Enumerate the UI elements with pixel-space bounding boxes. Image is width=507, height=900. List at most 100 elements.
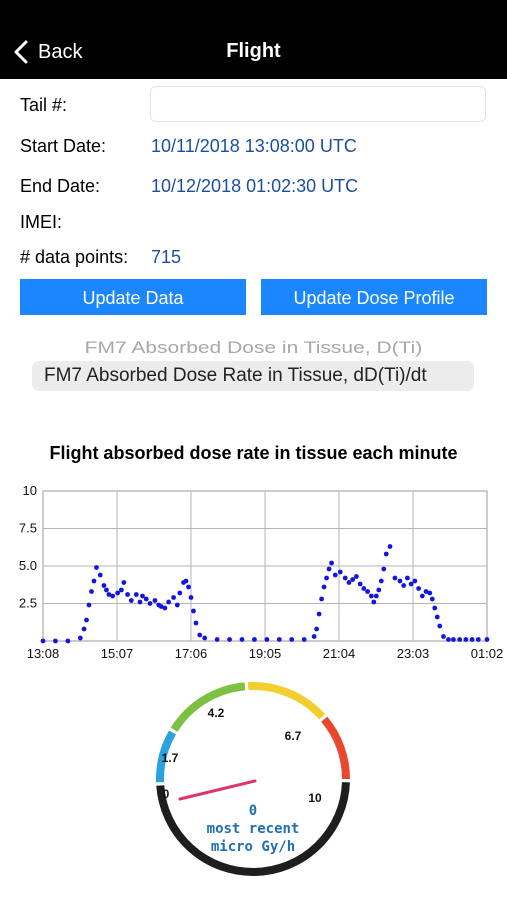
- gauge-needle: [178, 779, 257, 801]
- data-point: [84, 617, 89, 623]
- data-point: [137, 599, 143, 605]
- data-point: [361, 586, 367, 591]
- update-dose-profile-button[interactable]: Update Dose Profile: [261, 279, 487, 315]
- picker-option-absorbed-dose[interactable]: FM7 Absorbed Dose in Tissue, D(Ti): [84, 338, 423, 357]
- data-point: [441, 634, 446, 639]
- data-point: [401, 583, 407, 588]
- picker-selected-row[interactable]: FM7 Absorbed Dose Rate in Tissue, dD(Ti)…: [32, 361, 474, 391]
- data-point: [419, 593, 425, 599]
- data-point: [166, 599, 172, 605]
- data-point: [40, 638, 46, 644]
- data-point: [191, 608, 196, 614]
- gauge-segment-red: [321, 716, 350, 780]
- data-point: [86, 602, 92, 608]
- data-point: [373, 593, 379, 599]
- data-point: [89, 589, 94, 594]
- gauge-caption-line1: most recent: [207, 821, 300, 837]
- dose-rate-chart: 13:08 15:07 17:06 19:05 21:04 23:03 01:02 2.5 5.…: [19, 483, 504, 661]
- gauge-segment-yellow: [247, 682, 326, 720]
- data-point: [186, 584, 191, 590]
- gauge-segment-blue: [156, 730, 176, 783]
- data-point: [397, 578, 403, 584]
- data-point: [387, 544, 393, 549]
- data-point: [346, 580, 352, 585]
- y-tick-label: 7.5: [19, 521, 37, 536]
- x-tick-label: 15:07: [101, 646, 134, 661]
- gauge-label: 6.7: [285, 729, 302, 743]
- data-point: [227, 637, 232, 642]
- data-point: [143, 596, 149, 602]
- data-point: [81, 626, 87, 632]
- chevron-left-icon: [14, 40, 28, 64]
- y-tick-label: 5.0: [19, 558, 37, 573]
- gauge-label: 4.2: [208, 706, 225, 720]
- data-point: [174, 602, 180, 608]
- data-point: [193, 620, 199, 626]
- data-point: [162, 605, 168, 611]
- data-point: [289, 637, 295, 642]
- data-point: [326, 566, 332, 572]
- tail-number-input[interactable]: [150, 86, 486, 122]
- data-point: [133, 592, 139, 597]
- gauge-segment-black: [156, 782, 350, 876]
- data-point: [329, 560, 334, 566]
- data-point: [77, 635, 83, 641]
- start-date-value: 10/11/2018 13:08:00 UTC: [151, 136, 357, 156]
- dose-rate-gauge: 0 1.7 4.2 6.7 10 0 most recent micro Gy/h: [156, 682, 350, 876]
- data-points-label: # data points:: [20, 247, 129, 267]
- data-point: [101, 583, 107, 588]
- data-point: [332, 572, 338, 578]
- data-point: [239, 637, 245, 642]
- data-point: [171, 595, 176, 600]
- data-points-value: 715: [151, 247, 182, 267]
- data-point: [65, 638, 71, 644]
- data-point: [252, 637, 257, 642]
- data-point: [53, 638, 58, 644]
- gauge-label: 1.7: [162, 751, 179, 765]
- navigation-bar: Back Flight: [0, 0, 507, 79]
- start-date-label: Start Date:: [20, 136, 107, 156]
- data-point: [264, 637, 270, 642]
- data-point: [311, 634, 317, 639]
- data-point: [121, 580, 127, 585]
- data-point: [457, 637, 463, 642]
- update-data-button[interactable]: Update Data: [20, 279, 246, 315]
- data-point: [319, 596, 324, 602]
- data-point: [104, 587, 109, 593]
- data-point: [378, 578, 384, 584]
- data-point: [354, 574, 359, 579]
- x-tick-label: 01:02: [471, 646, 504, 661]
- x-tick-label: 13:08: [27, 646, 60, 661]
- data-point: [446, 637, 451, 642]
- data-point: [197, 632, 203, 638]
- end-date-value: 10/12/2018 01:02:30 UTC: [151, 176, 359, 196]
- data-point: [423, 589, 429, 594]
- data-point: [152, 598, 158, 603]
- dose-type-picker[interactable]: FM7 Absorbed Dose in Tissue, D(Ti) FM7 A…: [0, 328, 507, 398]
- data-point: [214, 637, 220, 642]
- data-point: [376, 587, 382, 593]
- data-point: [469, 637, 475, 642]
- gauge-segment-green: [170, 682, 246, 732]
- data-point: [475, 637, 481, 642]
- x-tick-label: 21:04: [323, 646, 356, 661]
- data-point: [321, 584, 327, 590]
- data-point: [128, 598, 134, 603]
- data-point: [342, 575, 348, 581]
- data-point: [416, 586, 421, 591]
- data-point: [97, 572, 103, 578]
- data-point: [392, 575, 398, 581]
- imei-label: IMEI:: [20, 212, 63, 232]
- data-point: [158, 604, 164, 609]
- x-tick-label: 17:06: [175, 646, 208, 661]
- data-point: [110, 593, 116, 599]
- back-label: Back: [38, 40, 83, 63]
- data-point: [301, 637, 307, 642]
- data-point: [177, 590, 183, 596]
- data-point: [381, 566, 387, 572]
- data-point: [451, 637, 456, 642]
- back-button[interactable]: Back: [12, 36, 82, 68]
- data-point: [147, 601, 153, 606]
- picker-option-absorbed-dose-rate[interactable]: FM7 Absorbed Dose Rate in Tissue, dD(Ti)…: [44, 365, 427, 386]
- data-point: [365, 589, 371, 594]
